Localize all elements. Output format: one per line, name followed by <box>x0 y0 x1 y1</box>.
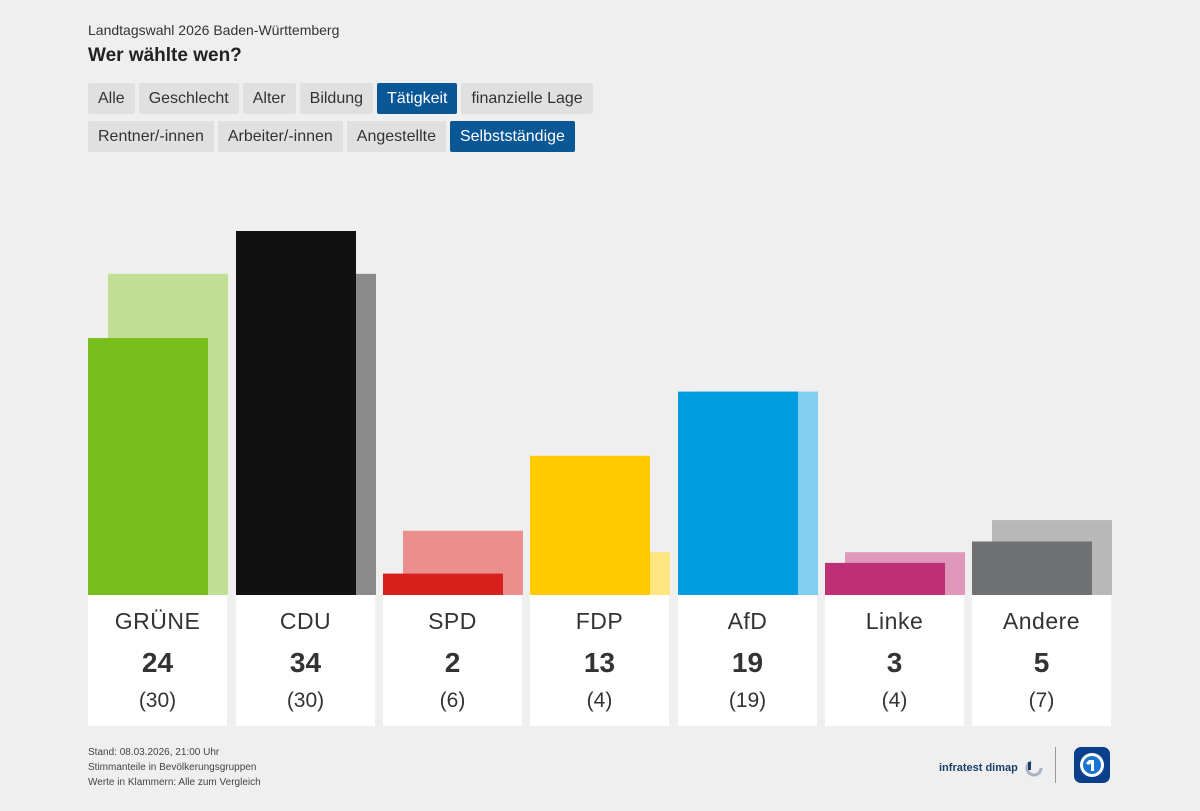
chart-header: Landtagswahl 2026 Baden-Württemberg Wer … <box>88 22 339 67</box>
party-label-box: SPD 2 (6) <box>383 595 522 726</box>
ard-one-icon <box>1080 753 1104 777</box>
value-bar-linke <box>825 562 945 595</box>
party-value: 13 <box>583 647 616 678</box>
tab-bildung[interactable]: Bildung <box>299 83 374 114</box>
footer-description: Stimmanteile in Bevölkerungsgruppen <box>88 762 257 773</box>
tab-geschlecht[interactable]: Geschlecht <box>138 83 239 114</box>
party-comparison: (7) <box>1028 689 1055 712</box>
party-name: Linke <box>865 608 924 634</box>
party-name: GRÜNE <box>114 608 201 634</box>
party-value: 5 <box>1033 647 1050 678</box>
party-label-box: GRÜNE 24 (30) <box>88 595 227 726</box>
party-comparison: (30) <box>138 689 177 712</box>
value-bar-afd <box>678 391 798 595</box>
category-tabs: Alle Geschlecht Alter Bildung Tätigkeit … <box>88 83 593 114</box>
infratest-dimap-logo: infratest dimap <box>939 758 1044 778</box>
party-value: 24 <box>141 647 174 678</box>
tab-arbeiter[interactable]: Arbeiter/-innen <box>217 121 343 152</box>
value-bar-fdp <box>530 455 650 595</box>
tab-finanzielle-lage[interactable]: finanzielle Lage <box>461 83 593 114</box>
party-comparison: (4) <box>881 689 908 712</box>
party-value: 34 <box>289 647 322 678</box>
party-label-box: AfD 19 (19) <box>678 595 817 726</box>
party-label-box: Andere 5 (7) <box>972 595 1111 726</box>
logo-area: infratest dimap <box>939 745 1113 785</box>
value-bar-spd <box>383 573 503 595</box>
tab-alle[interactable]: Alle <box>88 83 135 114</box>
ard-logo <box>1074 747 1110 783</box>
party-name: AfD <box>727 608 768 634</box>
party-comparison: (6) <box>439 689 466 712</box>
value-bar-andere <box>972 541 1092 595</box>
party-comparison: (30) <box>286 689 325 712</box>
party-name: SPD <box>428 608 477 634</box>
tab-alter[interactable]: Alter <box>242 83 296 114</box>
party-name: FDP <box>575 608 624 634</box>
footer-comparison-note: Werte in Klammern: Alle zum Vergleich <box>88 777 261 788</box>
party-value: 19 <box>731 647 764 678</box>
footer-notes: Stand: 08.03.2026, 21:00 Uhr Stimmanteil… <box>88 745 261 790</box>
party-label-box: Linke 3 (4) <box>825 595 964 726</box>
party-label-box: CDU 34 (30) <box>236 595 375 726</box>
tab-taetigkeit[interactable]: Tätigkeit <box>377 83 458 114</box>
infratest-ring-icon <box>1025 759 1043 777</box>
party-value: 3 <box>886 647 903 678</box>
tab-rentner[interactable]: Rentner/-innen <box>88 121 214 152</box>
party-comparison: (4) <box>586 689 613 712</box>
infratest-logo-text: infratest dimap <box>939 761 1018 774</box>
page-subtitle: Landtagswahl 2026 Baden-Württemberg <box>88 22 340 38</box>
page-title: Wer wählte wen? <box>88 45 242 66</box>
party-name: CDU <box>279 608 332 634</box>
party-name: Andere <box>1002 608 1081 634</box>
subgroup-tabs: Rentner/-innen Arbeiter/-innen Angestell… <box>88 121 575 152</box>
party-label-box: FDP 13 (4) <box>530 595 669 726</box>
value-bar-grüne <box>88 338 208 595</box>
party-value: 2 <box>444 647 461 678</box>
tab-angestellte[interactable]: Angestellte <box>346 121 446 152</box>
logo-divider <box>1055 747 1056 783</box>
party-comparison: (19) <box>728 689 767 712</box>
footer-timestamp: Stand: 08.03.2026, 21:00 Uhr <box>88 747 220 758</box>
value-bar-cdu <box>236 231 356 595</box>
tab-selbststaendige[interactable]: Selbstständige <box>449 121 575 152</box>
